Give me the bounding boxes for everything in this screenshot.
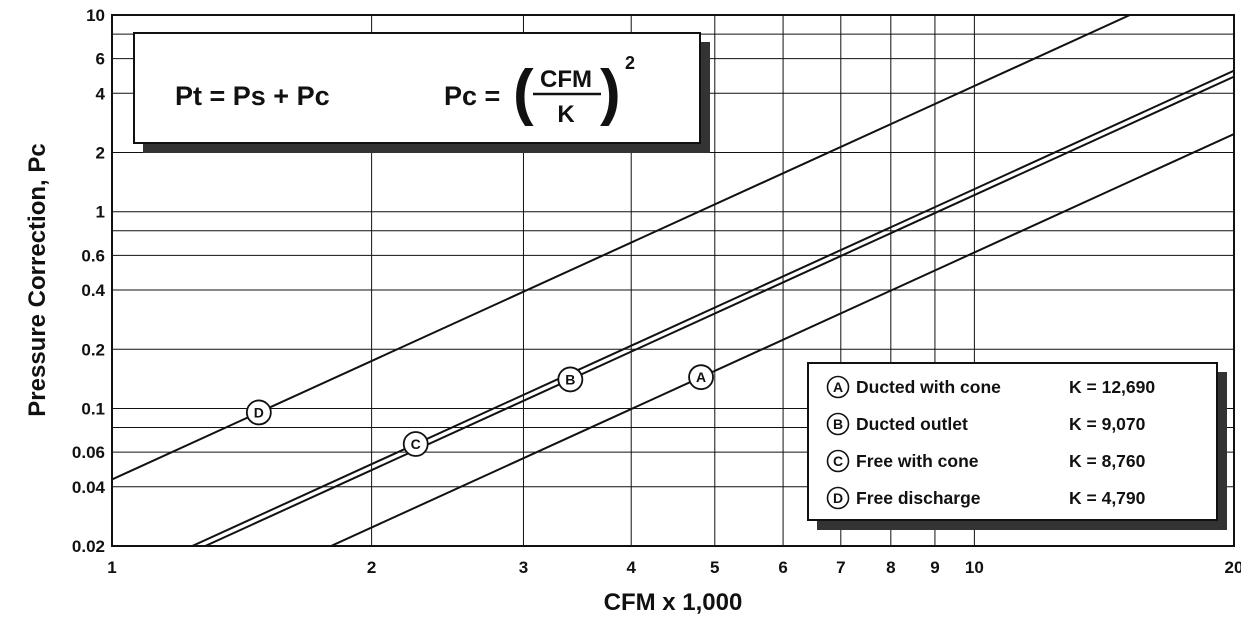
series-markers: A B C D: [245, 364, 714, 457]
x-tick-label: 1: [107, 558, 116, 577]
legend-k-value: K = 8,760: [1069, 451, 1146, 471]
legend-k-value: K = 4,790: [1069, 488, 1146, 508]
y-tick-label: 0.4: [81, 281, 105, 300]
x-tick-label: 3: [519, 558, 528, 577]
series-lines: [112, 15, 1234, 546]
formula-pc-label: Pc =: [444, 81, 500, 111]
legend-series-name: Ducted outlet: [856, 414, 968, 434]
legend-items: A Ducted with cone K = 12,690 B Ducted outle…: [826, 375, 1155, 510]
formula-numerator: CFM: [540, 66, 592, 93]
plot-frame: [111, 14, 1235, 547]
legend-marker-letter: C: [833, 453, 843, 469]
formula-right-paren: ): [600, 58, 621, 127]
series-marker-c: [402, 431, 429, 457]
y-axis-title: Pressure Correction, Pc: [24, 143, 51, 416]
series-marker-letter: D: [254, 404, 264, 420]
y-tick-label: 6: [96, 50, 105, 69]
x-tick-label: 7: [836, 558, 845, 577]
x-tick-label: 2: [367, 558, 376, 577]
x-tick-labels: 1 2 3 4 5 6 7 8 9 10 20: [107, 558, 1241, 577]
x-tick-label: 5: [710, 558, 719, 577]
legend-marker-letter: D: [833, 490, 843, 506]
formula-left-paren: (: [513, 58, 534, 127]
formula-total-pressure: Pt = Ps + Pc: [175, 81, 330, 111]
x-axis-title: CFM x 1,000: [604, 589, 743, 616]
series-marker-letter: C: [411, 436, 421, 452]
y-tick-label: 4: [96, 84, 106, 103]
y-tick-label: 1: [96, 203, 105, 222]
y-tick-label: 0.06: [72, 443, 105, 462]
y-tick-label: 10: [86, 6, 105, 25]
formula-box: Pt = Ps + Pc Pc = ( CFM K ) 2: [133, 32, 710, 153]
y-tick-label: 2: [96, 144, 105, 163]
series-line-d: [112, 15, 1131, 481]
legend: A Ducted with cone K = 12,690 B Ducted outle…: [807, 362, 1227, 530]
series-marker-b: [557, 366, 584, 393]
y-tick-label: 0.04: [72, 478, 106, 497]
series-marker-letter: B: [565, 371, 575, 387]
series-line-a: [330, 133, 1234, 546]
legend-series-name: Free with cone: [856, 451, 979, 471]
y-tick-label: 0.02: [72, 537, 105, 556]
x-tick-label: 8: [886, 558, 895, 577]
legend-marker-a: [826, 375, 850, 399]
x-tick-label: 10: [965, 558, 984, 577]
series-marker-letter: A: [696, 369, 706, 385]
legend-marker-letter: B: [833, 416, 843, 432]
y-tick-label: 0.6: [81, 246, 105, 265]
series-line-c: [191, 69, 1234, 546]
series-marker-a: [688, 364, 714, 391]
formula-denominator: K: [557, 101, 575, 128]
legend-marker-c: [826, 449, 850, 473]
formula-exponent: 2: [625, 53, 635, 73]
series-marker-d: [245, 399, 272, 426]
y-tick-label: 0.1: [81, 399, 105, 418]
legend-k-value: K = 12,690: [1069, 377, 1155, 397]
legend-marker-letter: A: [833, 379, 843, 395]
legend-k-value: K = 9,070: [1069, 414, 1146, 434]
x-tick-label: 4: [626, 558, 636, 577]
y-tick-label: 0.2: [81, 340, 105, 359]
x-tick-label: 9: [930, 558, 939, 577]
legend-series-name: Free discharge: [856, 488, 981, 508]
formula-box-frame: [133, 32, 701, 144]
legend-marker-b: [826, 412, 850, 436]
x-tick-label: 6: [778, 558, 787, 577]
legend-marker-d: [826, 486, 850, 510]
series-line-b: [204, 75, 1234, 546]
legend-series-name: Ducted with cone: [856, 377, 1001, 397]
legend-frame: [807, 362, 1218, 521]
x-tick-label: 20: [1225, 558, 1241, 577]
y-tick-labels: 0.02 0.04 0.06 0.1 0.2 0.4 0.6 1 2 4 6 10: [72, 6, 106, 556]
